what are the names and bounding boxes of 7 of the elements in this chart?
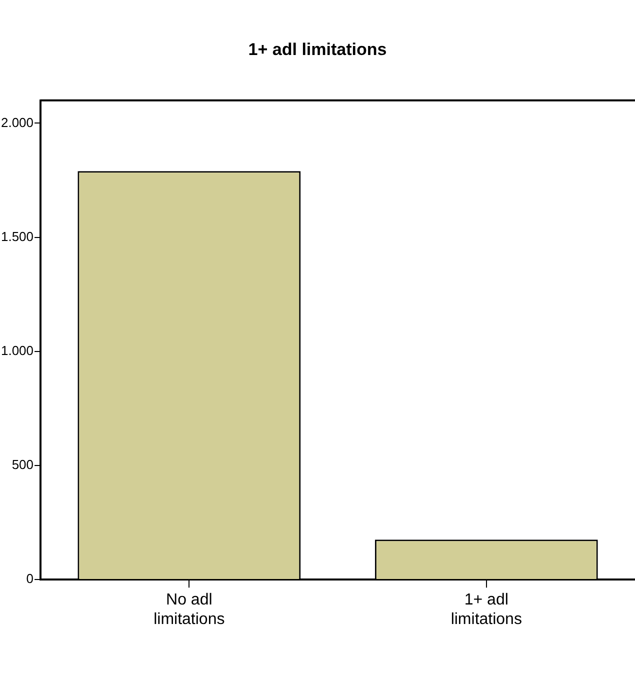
- chart-title: 1+ adl limitations: [248, 40, 387, 59]
- y-tick-label: 1.000: [0, 342, 34, 358]
- x-tick-label: No adl limitations: [154, 592, 225, 628]
- y-tick-label: 1.500: [0, 228, 34, 244]
- y-tick-label: 0: [26, 571, 34, 586]
- y-tick-label: 500: [12, 457, 34, 472]
- y-tick-label: 2.000: [0, 114, 34, 130]
